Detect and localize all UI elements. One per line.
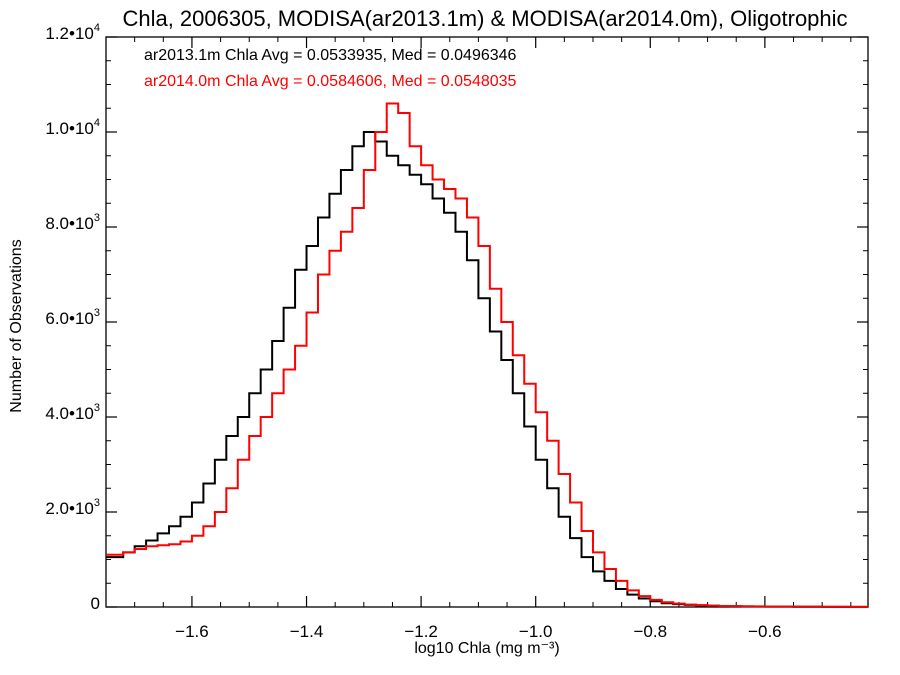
legend-entry-ar2014-0m: ar2014.0m Chla Avg = 0.0584606, Med = 0.… (144, 73, 517, 90)
y-tick-exponent: 3 (94, 307, 100, 319)
x-tick-label: −0.8 (634, 622, 668, 641)
x-tick-label: −1.2 (404, 622, 438, 641)
y-tick-exponent: 3 (94, 497, 100, 509)
x-tick-label: −1.0 (519, 622, 553, 641)
y-tick-label: 1.2•104 (45, 22, 100, 43)
y-axis-label: Number of Observations (8, 239, 25, 412)
y-tick-label: 4.0•103 (45, 402, 100, 423)
x-tick-label: −1.4 (290, 622, 324, 641)
chart-title: Chla, 2006305, MODISA(ar2013.1m) & MODIS… (122, 6, 847, 31)
y-tick-mantissa: 1.0•10 (45, 119, 94, 138)
series-layer (106, 102, 868, 608)
y-axis-ticks: 02.0•1034.0•1036.0•1038.0•1031.0•1041.2•… (45, 22, 868, 613)
y-tick-label: 1.0•104 (45, 117, 100, 138)
y-tick-mantissa: 4.0•10 (45, 404, 94, 423)
y-tick-mantissa: 0 (91, 594, 100, 613)
x-tick-label: −1.6 (175, 622, 209, 641)
x-axis-ticks: −1.6 −1.4 −1.2 −1.0 −0.8 −0.6 (105, 37, 852, 641)
x-tick-label: −0.6 (748, 622, 782, 641)
y-tick-label: 0 (91, 594, 100, 613)
legend-entry-ar2013-1m: ar2013.1m Chla Avg = 0.0533935, Med = 0.… (144, 47, 517, 64)
y-tick-exponent: 4 (94, 117, 100, 129)
y-tick-mantissa: 6.0•10 (45, 309, 94, 328)
y-tick-mantissa: 2.0•10 (45, 499, 94, 518)
y-tick-mantissa: 8.0•10 (45, 214, 94, 233)
x-axis-label: log10 Chla (mg m⁻³) (414, 640, 559, 657)
y-tick-label: 2.0•103 (45, 497, 100, 518)
series-line-ar2013-1m (106, 131, 868, 608)
y-tick-mantissa: 1.2•10 (45, 24, 94, 43)
y-tick-exponent: 3 (94, 212, 100, 224)
y-tick-label: 6.0•103 (45, 307, 100, 328)
y-tick-label: 8.0•103 (45, 212, 100, 233)
legend: ar2013.1m Chla Avg = 0.0533935, Med = 0.… (144, 47, 517, 90)
series-line-ar2014-0m (106, 102, 868, 608)
y-tick-exponent: 4 (94, 22, 100, 34)
plot-frame (105, 36, 869, 608)
y-tick-exponent: 3 (94, 402, 100, 414)
